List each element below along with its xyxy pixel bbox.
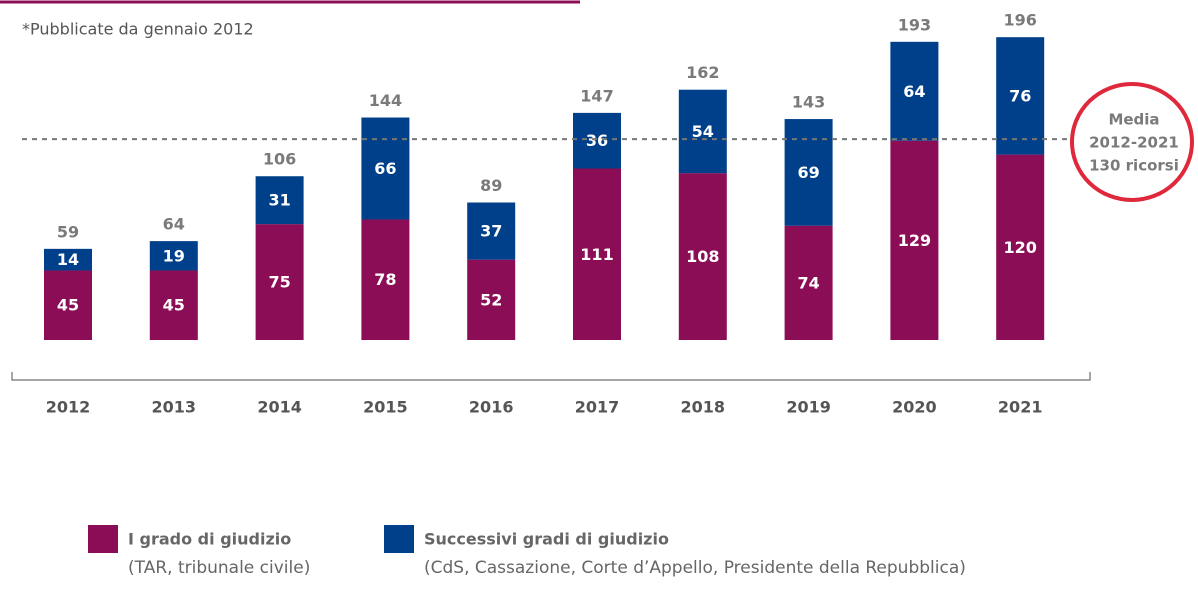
segment-label: 78 xyxy=(374,270,396,289)
segment-label: 108 xyxy=(686,247,719,266)
legend-description: (CdS, Cassazione, Corte d’Appello, Presi… xyxy=(424,558,966,578)
x-tick-label: 2018 xyxy=(681,398,726,417)
bar-segment xyxy=(996,37,1045,155)
bar-segment xyxy=(44,248,92,271)
total-label: 89 xyxy=(480,176,502,195)
total-label: 143 xyxy=(792,93,825,112)
average-label: Media xyxy=(1108,111,1159,129)
x-tick-label: 2017 xyxy=(575,398,620,417)
bar-segment xyxy=(890,41,939,141)
segment-label: 129 xyxy=(898,231,931,250)
subtitle: *Pubblicate da gennaio 2012 xyxy=(22,20,254,39)
x-tick-label: 2015 xyxy=(363,398,408,417)
segment-label: 54 xyxy=(692,122,714,141)
segment-label: 66 xyxy=(374,159,396,178)
bar-segment xyxy=(255,176,304,225)
average-label: 2012-2021 xyxy=(1089,134,1179,152)
bar-segment xyxy=(361,219,410,340)
total-label: 106 xyxy=(263,150,296,169)
segment-label: 64 xyxy=(903,82,925,101)
bar-segment xyxy=(255,224,304,340)
bar-segment xyxy=(149,241,198,271)
average-label: 130 ricorsi xyxy=(1089,157,1179,175)
segment-label: 14 xyxy=(57,250,79,269)
bar-segment xyxy=(890,140,939,340)
legend-name: I grado di giudizio xyxy=(128,530,291,549)
legend-swatch xyxy=(384,525,414,553)
total-label: 144 xyxy=(369,91,402,110)
segment-label: 31 xyxy=(268,191,290,210)
legend-swatch xyxy=(88,525,118,553)
x-tick-label: 2014 xyxy=(257,398,302,417)
total-label: 196 xyxy=(1003,11,1036,30)
x-tick-label: 2020 xyxy=(892,398,937,417)
legend-description: (TAR, tribunale civile) xyxy=(128,558,310,578)
bar-segment xyxy=(467,202,516,260)
x-tick-label: 2019 xyxy=(786,398,831,417)
segment-label: 76 xyxy=(1009,86,1031,105)
segment-label: 120 xyxy=(1003,238,1036,257)
bar-segment xyxy=(678,89,727,174)
segment-label: 45 xyxy=(163,296,185,315)
segment-label: 36 xyxy=(586,131,608,150)
bar-segment xyxy=(573,112,621,169)
segment-label: 75 xyxy=(268,273,290,292)
bar-segment xyxy=(467,259,516,340)
segment-label: 45 xyxy=(57,296,79,315)
bar-segment xyxy=(784,225,833,340)
segment-label: 74 xyxy=(797,273,819,292)
bar-segment xyxy=(678,173,727,340)
segment-label: 19 xyxy=(163,246,185,265)
total-label: 147 xyxy=(580,86,613,105)
segment-label: 37 xyxy=(480,222,502,241)
x-tick-label: 2016 xyxy=(469,398,514,417)
total-label: 193 xyxy=(898,15,931,34)
segment-label: 69 xyxy=(797,163,819,182)
x-tick-label: 2012 xyxy=(46,398,91,417)
total-label: 59 xyxy=(57,222,79,241)
legend-name: Successivi gradi di giudizio xyxy=(424,530,669,549)
bar-segment xyxy=(361,117,410,220)
segment-label: 52 xyxy=(480,290,502,309)
bar-segment xyxy=(784,119,833,226)
x-tick-label: 2013 xyxy=(152,398,197,417)
bar-segment xyxy=(149,270,198,340)
total-label: 64 xyxy=(163,215,185,234)
x-tick-label: 2021 xyxy=(998,398,1043,417)
axis-bracket xyxy=(11,372,1091,381)
segment-label: 111 xyxy=(580,245,613,264)
bar-segment xyxy=(44,270,92,340)
bar-segment xyxy=(996,154,1045,340)
total-label: 162 xyxy=(686,63,719,82)
bar-segment xyxy=(573,168,621,340)
average-circle xyxy=(1070,82,1194,202)
